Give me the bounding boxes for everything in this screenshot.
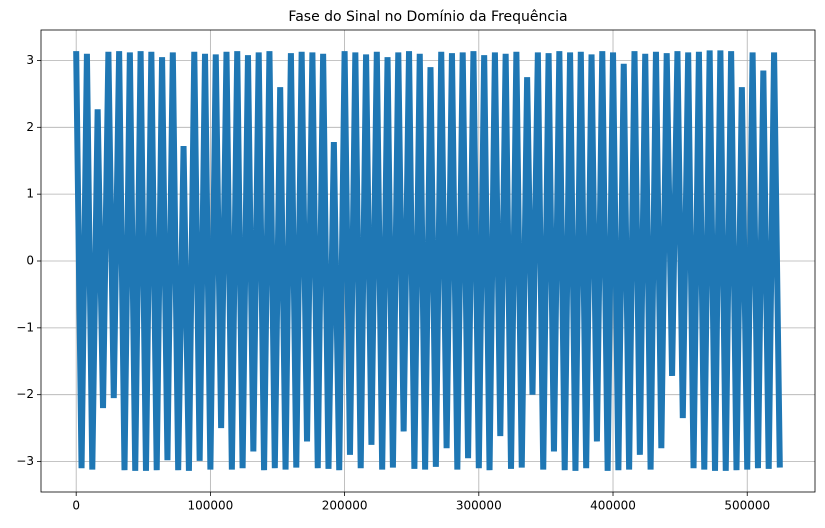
x-tick-label: 200000 <box>322 499 368 513</box>
plot-frame <box>40 29 816 493</box>
y-tick-label: 3 <box>26 53 34 67</box>
chart-title: Fase do Sinal no Domínio da Frequência <box>288 9 567 25</box>
x-tick-label: 400000 <box>590 499 636 513</box>
x-tick-label: 0 <box>72 499 80 513</box>
x-tick-label: 500000 <box>724 499 770 513</box>
x-tick-label: 300000 <box>456 499 502 513</box>
y-tick-label: −1 <box>16 320 34 334</box>
y-tick-label: 2 <box>26 120 34 134</box>
y-tick-label: −3 <box>16 454 34 468</box>
y-tick-label: −2 <box>16 387 34 401</box>
x-tick-label: 100000 <box>187 499 233 513</box>
data-line <box>73 50 783 471</box>
y-tick-label: 0 <box>26 254 34 268</box>
y-tick-label: 1 <box>26 187 34 201</box>
